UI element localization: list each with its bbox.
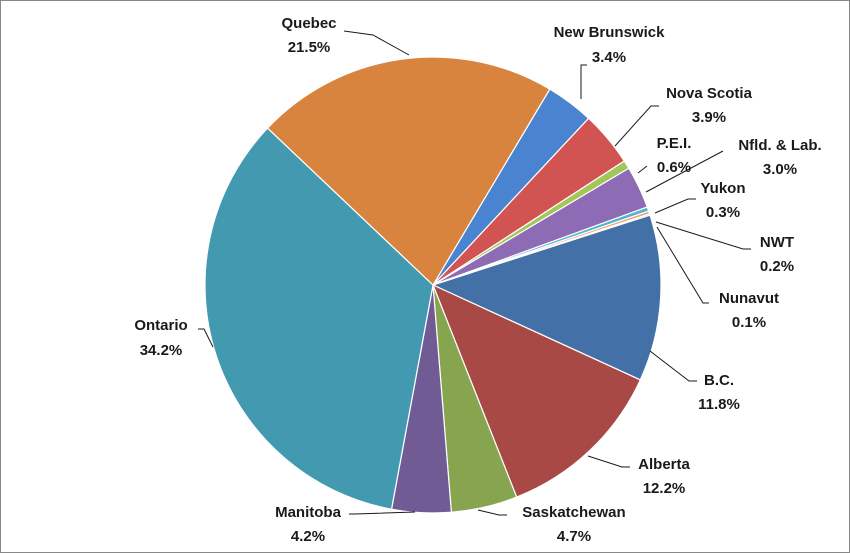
slice-value-new-brunswick: 3.4% (592, 49, 626, 66)
leader-line-b-c (649, 350, 697, 382)
leader-line-yukon (654, 198, 696, 214)
slice-label-manitoba: Manitoba (275, 504, 341, 521)
slice-value-quebec: 21.5% (288, 39, 331, 56)
slice-label-nunavut: Nunavut (719, 290, 779, 307)
leader-line-alberta (587, 455, 630, 468)
slice-label-b-c: B.C. (704, 372, 734, 389)
pie-slice-b-c (431, 214, 662, 381)
leader-line-manitoba (349, 511, 416, 515)
leader-line-new-brunswick (580, 64, 587, 99)
slice-label-nova-scotia: Nova Scotia (666, 85, 753, 102)
slice-label-saskatchewan: Saskatchewan (522, 504, 625, 521)
slice-label-nwt: NWT (760, 234, 794, 251)
slice-label-new-brunswick: New Brunswick (554, 24, 666, 41)
slice-label-nfld-lab: Nfld. & Lab. (738, 137, 821, 154)
leader-line-nfld-lab (645, 150, 724, 193)
leader-line-nova-scotia (614, 105, 659, 147)
leader-line-saskatchewan (477, 509, 507, 516)
leader-line-ontario (198, 328, 214, 348)
leader-line-nwt (655, 221, 751, 250)
pie-slice-quebec (266, 56, 551, 286)
slice-value-ontario: 34.2% (140, 342, 183, 359)
slice-value-nfld-lab: 3.0% (763, 161, 797, 178)
slice-label-p-e-i: P.E.I. (657, 135, 692, 152)
pie-slice-alberta (431, 283, 642, 498)
slice-value-nwt: 0.2% (760, 258, 794, 275)
slice-value-alberta: 12.2% (643, 480, 686, 497)
slice-value-manitoba: 4.2% (291, 528, 325, 545)
slice-value-p-e-i: 0.6% (657, 159, 691, 176)
slice-label-alberta: Alberta (638, 456, 690, 473)
slice-value-nunavut: 0.1% (732, 314, 766, 331)
slice-label-ontario: Ontario (134, 317, 187, 334)
slice-value-yukon: 0.3% (706, 204, 740, 221)
slice-label-quebec: Quebec (281, 15, 336, 32)
slice-label-yukon: Yukon (700, 180, 745, 197)
slice-value-nova-scotia: 3.9% (692, 109, 726, 126)
leader-line-nunavut (656, 226, 709, 304)
pie-slice-ontario (204, 127, 434, 510)
leader-line-quebec (343, 30, 410, 56)
slice-value-b-c: 11.8% (698, 396, 740, 413)
slice-value-saskatchewan: 4.7% (557, 528, 591, 545)
leader-line-p-e-i (637, 165, 648, 174)
